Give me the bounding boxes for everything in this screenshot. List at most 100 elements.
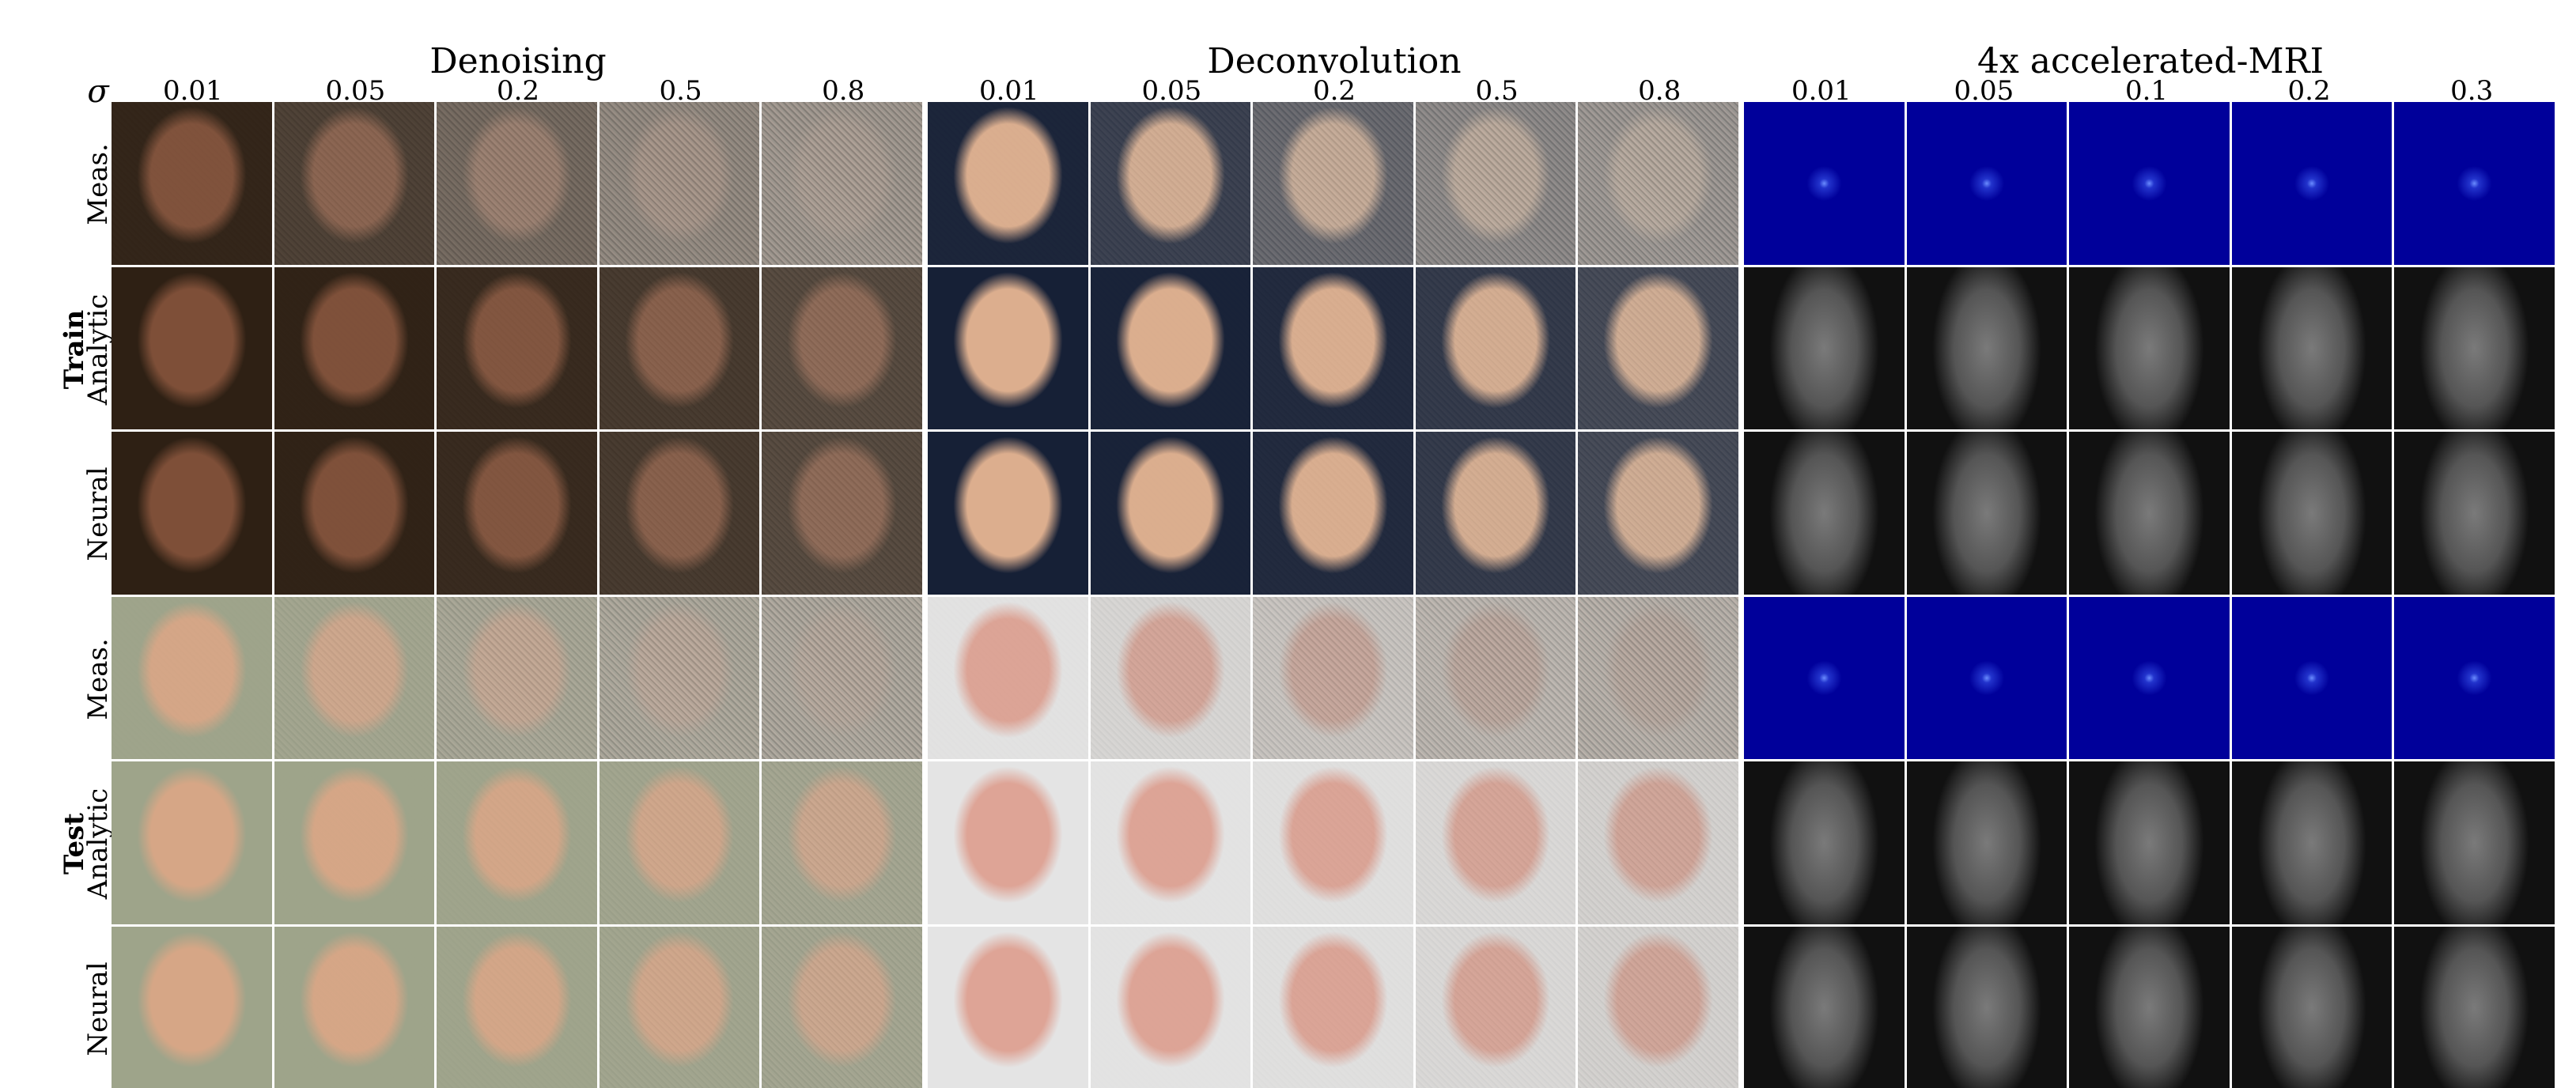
noise-overlay [1091, 597, 1251, 760]
noise-overlay [1578, 432, 1738, 595]
image-tile [1091, 102, 1251, 265]
noise-overlay [600, 102, 760, 265]
image-tile [1091, 597, 1251, 760]
image-tile [112, 761, 272, 924]
image-tile [1091, 432, 1251, 595]
image-tile [274, 267, 435, 430]
image-tile [1744, 102, 1905, 265]
noise-overlay [1578, 102, 1738, 265]
noise-overlay [1253, 267, 1413, 430]
image-tile [2069, 267, 2230, 430]
noise-overlay [1253, 761, 1413, 924]
image-tile [112, 267, 272, 430]
noise-overlay [1253, 597, 1413, 760]
image-tile [437, 267, 597, 430]
image-tile [1253, 597, 1413, 760]
row-label: Neural [85, 467, 112, 561]
image-tile [1091, 761, 1251, 924]
image-tile [762, 927, 922, 1088]
figure: σDenoising0.010.050.20.50.8Deconvolution… [0, 0, 2576, 1088]
noise-overlay [1253, 102, 1413, 265]
noise-overlay [762, 102, 922, 265]
sigma-value: 0.05 [1954, 77, 2014, 104]
sigma-value: 0.8 [1638, 77, 1681, 104]
noise-overlay [600, 597, 760, 760]
image-tile [762, 102, 922, 265]
image-tile [928, 267, 1088, 430]
noise-overlay [600, 761, 760, 924]
image-tile [112, 597, 272, 760]
image-tile [1744, 267, 1905, 430]
image-tile [1907, 597, 2067, 760]
noise-overlay [1416, 761, 1576, 924]
image-tile [2232, 432, 2393, 595]
sigma-value: 0.2 [1313, 77, 1356, 104]
task-title: Deconvolution [1207, 44, 1461, 79]
image-tile [1416, 102, 1576, 265]
noise-overlay [1091, 102, 1251, 265]
image-tile [2069, 597, 2230, 760]
noise-overlay [437, 761, 597, 924]
image-tile [1416, 927, 1576, 1088]
noise-overlay [928, 102, 1088, 265]
task-title: 4x accelerated-MRI [1977, 44, 2324, 79]
image-tile [762, 597, 922, 760]
image-tile [274, 927, 435, 1088]
noise-overlay [1416, 267, 1576, 430]
image-tile [2232, 102, 2393, 265]
sigma-value: 0.05 [1142, 77, 1202, 104]
image-tile [1253, 432, 1413, 595]
sigma-value: 0.3 [2450, 77, 2493, 104]
image-tile [600, 432, 760, 595]
sigma-value: 0.2 [2288, 77, 2331, 104]
row-label: Meas. [85, 638, 112, 720]
image-tile [928, 432, 1088, 595]
image-tile [1907, 761, 2067, 924]
image-tile [2394, 267, 2555, 430]
image-tile [437, 927, 597, 1088]
image-tile [274, 432, 435, 595]
image-tile [1907, 102, 2067, 265]
sigma-value: 0.01 [1791, 77, 1852, 104]
noise-overlay [1091, 267, 1251, 430]
image-tile [1416, 267, 1576, 430]
image-tile [1416, 597, 1576, 760]
image-tile [1578, 927, 1738, 1088]
row-label: Neural [85, 961, 112, 1056]
noise-overlay [437, 927, 597, 1088]
noise-overlay [437, 597, 597, 760]
image-tile [1744, 432, 1905, 595]
sigma-value: 0.1 [2125, 77, 2168, 104]
group-label: Test [61, 813, 88, 875]
image-tile [437, 597, 597, 760]
image-tile [600, 761, 760, 924]
sigma-value: 0.5 [1476, 77, 1519, 104]
noise-overlay [274, 761, 435, 924]
image-tile [1253, 927, 1413, 1088]
noise-overlay [762, 927, 922, 1088]
image-tile [274, 761, 435, 924]
sigma-value: 0.01 [163, 77, 223, 104]
noise-overlay [437, 102, 597, 265]
image-tile [437, 432, 597, 595]
noise-overlay [1253, 432, 1413, 595]
noise-overlay [274, 927, 435, 1088]
image-tile [600, 102, 760, 265]
sigma-value: 0.8 [822, 77, 864, 104]
noise-overlay [112, 597, 272, 760]
image-tile [928, 761, 1088, 924]
row-label: Meas. [85, 144, 112, 225]
noise-overlay [762, 761, 922, 924]
noise-overlay [274, 432, 435, 595]
image-tile [2394, 432, 2555, 595]
sigma-value: 0.01 [979, 77, 1039, 104]
noise-overlay [600, 267, 760, 430]
image-tile [1578, 432, 1738, 595]
image-tile [928, 597, 1088, 760]
image-tile [2394, 927, 2555, 1088]
image-tile [112, 432, 272, 595]
image-tile [762, 761, 922, 924]
image-tile [1416, 432, 1576, 595]
sigma-value: 0.5 [660, 77, 702, 104]
image-tile [112, 102, 272, 265]
